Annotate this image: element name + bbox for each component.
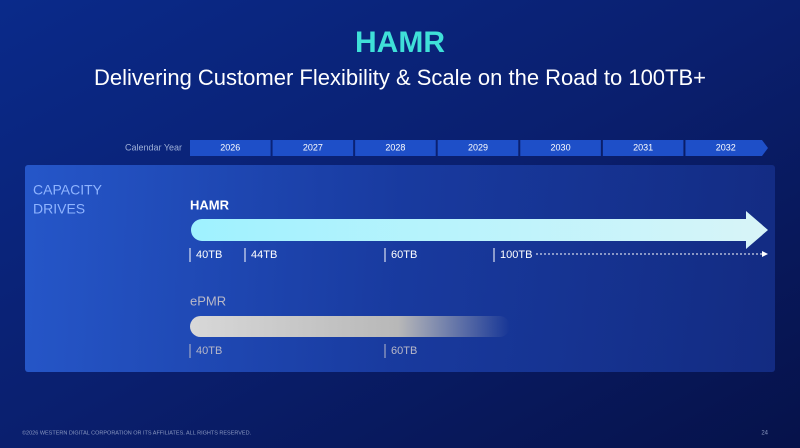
milestone-label: 60TB <box>391 249 417 261</box>
year-label: 2028 <box>385 142 405 152</box>
year-label: 2029 <box>468 142 488 152</box>
milestone-label: 40TB <box>196 345 222 357</box>
milestone-label: 44TB <box>251 249 277 261</box>
panel-label: DRIVES <box>33 201 85 217</box>
subtitle: Delivering Customer Flexibility & Scale … <box>94 65 706 90</box>
year-box <box>355 140 436 156</box>
year-label: 2030 <box>551 142 571 152</box>
year-box <box>602 140 684 156</box>
year-box <box>190 140 271 156</box>
milestone-label: 40TB <box>196 249 222 261</box>
year-box <box>272 140 354 156</box>
hamr-arrow <box>191 211 768 249</box>
epmr-bar <box>190 316 510 337</box>
milestone-label: 60TB <box>391 345 417 357</box>
panel <box>25 165 775 372</box>
title: HAMR <box>355 26 445 59</box>
page-number: 24 <box>761 431 768 437</box>
year-label: 2031 <box>633 142 653 152</box>
panel-label: CAPACITY <box>33 182 103 198</box>
year-label: 2032 <box>716 142 736 152</box>
year-box <box>520 140 601 156</box>
milestones: 40TB 44TB 60TB 100TB 40TB 60TB <box>189 248 532 358</box>
milestone-label: 100TB <box>500 249 532 261</box>
row-name: ePMR <box>190 293 226 308</box>
year-box <box>685 140 768 156</box>
arrow-head <box>762 251 768 257</box>
year-row: 2026 2027 2028 2029 2030 2031 2032 <box>190 140 768 156</box>
year-box <box>437 140 519 156</box>
timeline-label: Calendar Year <box>125 142 182 152</box>
year-label: 2026 <box>220 142 240 152</box>
row-name: HAMR <box>190 197 230 212</box>
copyright: ©2026 WESTERN DIGITAL CORPORATION OR ITS… <box>22 429 252 436</box>
year-label: 2027 <box>303 142 323 152</box>
